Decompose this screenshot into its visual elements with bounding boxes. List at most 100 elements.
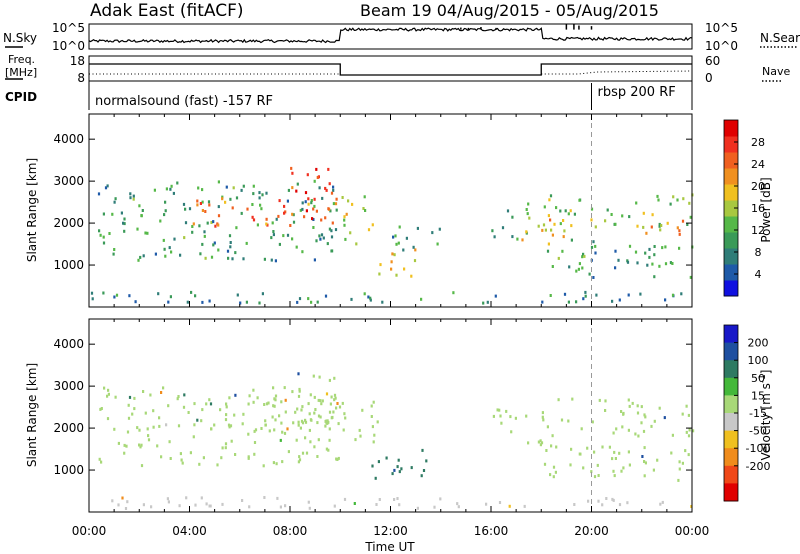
echo-cell [260, 427, 263, 430]
echo-cell [246, 207, 249, 211]
echo-cell [132, 194, 135, 198]
echo-cell [154, 252, 157, 256]
colorbar-cell [724, 120, 738, 137]
echo-cell [217, 223, 220, 227]
colorbar-tick-label: -100 [746, 442, 771, 455]
echo-cell [164, 254, 167, 258]
echo-cell [201, 242, 204, 246]
echo-cell [123, 451, 126, 455]
echo-cell [287, 188, 290, 192]
echo-cell [319, 415, 322, 419]
echo-cell [208, 504, 211, 508]
echo-cell [412, 245, 415, 249]
echo-cell [330, 191, 334, 195]
echo-cell [304, 436, 307, 440]
echo-cell [333, 393, 337, 397]
noise-right-tick-top: 10^5 [705, 21, 738, 35]
echo-cell [580, 427, 583, 431]
cpid-panel: CPID normalsound (fast) -157 RF rbsp 200… [5, 81, 693, 110]
echo-cell [168, 440, 171, 444]
echo-cell [224, 418, 228, 422]
echo-cell [162, 238, 165, 242]
echo-cell [372, 400, 375, 404]
echo-cell [491, 229, 494, 233]
echo-cell [283, 431, 287, 435]
echo-cell [129, 192, 132, 196]
echo-cell [233, 413, 236, 417]
echo-cell [627, 450, 630, 454]
echo-cell [297, 372, 300, 376]
y-tick-label: 4000 [53, 337, 84, 351]
echo-cell [212, 220, 215, 224]
echo-cell [315, 239, 318, 243]
echo-cell [594, 225, 597, 229]
echo-cell [312, 218, 315, 221]
echo-cell [527, 441, 530, 445]
echo-cell [219, 408, 222, 412]
echo-cell [253, 429, 256, 433]
echo-cell [333, 376, 336, 380]
echo-cell [486, 300, 489, 304]
echo-cell [177, 395, 180, 398]
echo-cell [300, 408, 303, 412]
echo-cell [590, 245, 594, 249]
echo-cell [301, 405, 304, 409]
echo-cell [200, 419, 203, 423]
echo-cell [678, 229, 681, 233]
echo-cell [263, 257, 266, 261]
radar-title: Adak East (fitACF) [90, 1, 244, 21]
echo-cell [204, 256, 207, 260]
echo-cell [635, 201, 638, 205]
colorbar-tick-label: 100 [748, 354, 769, 367]
echo-cell [385, 456, 388, 460]
echo-cell [328, 427, 331, 431]
echo-cell [227, 423, 231, 427]
echo-cell [128, 395, 132, 399]
echo-cell [208, 299, 211, 303]
y-tick-label: 1000 [53, 463, 84, 477]
power-y-axis-label: Slant Range [km] [25, 158, 39, 262]
echo-cell [506, 209, 510, 213]
echo-cell [203, 234, 206, 238]
echo-cell [248, 394, 251, 398]
echo-cell [286, 199, 289, 203]
echo-cell [192, 222, 195, 226]
echo-cell [265, 402, 269, 406]
echo-cell [167, 500, 170, 504]
echo-cell [358, 428, 361, 432]
echo-cell [314, 408, 317, 411]
echo-cell [115, 293, 119, 297]
echo-cell [333, 398, 336, 402]
echo-cell [193, 423, 196, 427]
echo-cell [162, 386, 165, 390]
echo-cell [676, 226, 679, 230]
echo-cell [657, 198, 660, 202]
echo-cell [325, 392, 329, 396]
echo-cell [283, 386, 286, 390]
echo-cell [305, 451, 309, 455]
colorbar-cell [724, 325, 738, 344]
echo-cell [240, 211, 243, 215]
echo-cell [317, 414, 321, 418]
echo-cell [245, 241, 248, 245]
echo-cell [292, 213, 295, 217]
echo-cell [277, 214, 280, 218]
echo-cell [136, 426, 139, 430]
echo-cell [643, 460, 646, 463]
echo-cell [221, 502, 224, 506]
colorbar-cell [724, 360, 738, 379]
echo-cell [193, 402, 196, 406]
echo-cell [425, 459, 428, 463]
echo-cell [335, 208, 338, 212]
echo-cell [224, 442, 228, 446]
colorbar-tick-label: 28 [751, 136, 765, 149]
echo-cell [131, 412, 134, 416]
echo-cell [232, 186, 235, 190]
beam-date-title: Beam 19 04/Aug/2015 - 05/Aug/2015 [360, 1, 659, 20]
echo-cell [640, 421, 643, 425]
echo-cell [562, 235, 565, 239]
echo-cell [644, 461, 647, 465]
echo-cell [227, 256, 230, 260]
echo-cell [587, 499, 590, 503]
echo-cell [234, 393, 237, 397]
